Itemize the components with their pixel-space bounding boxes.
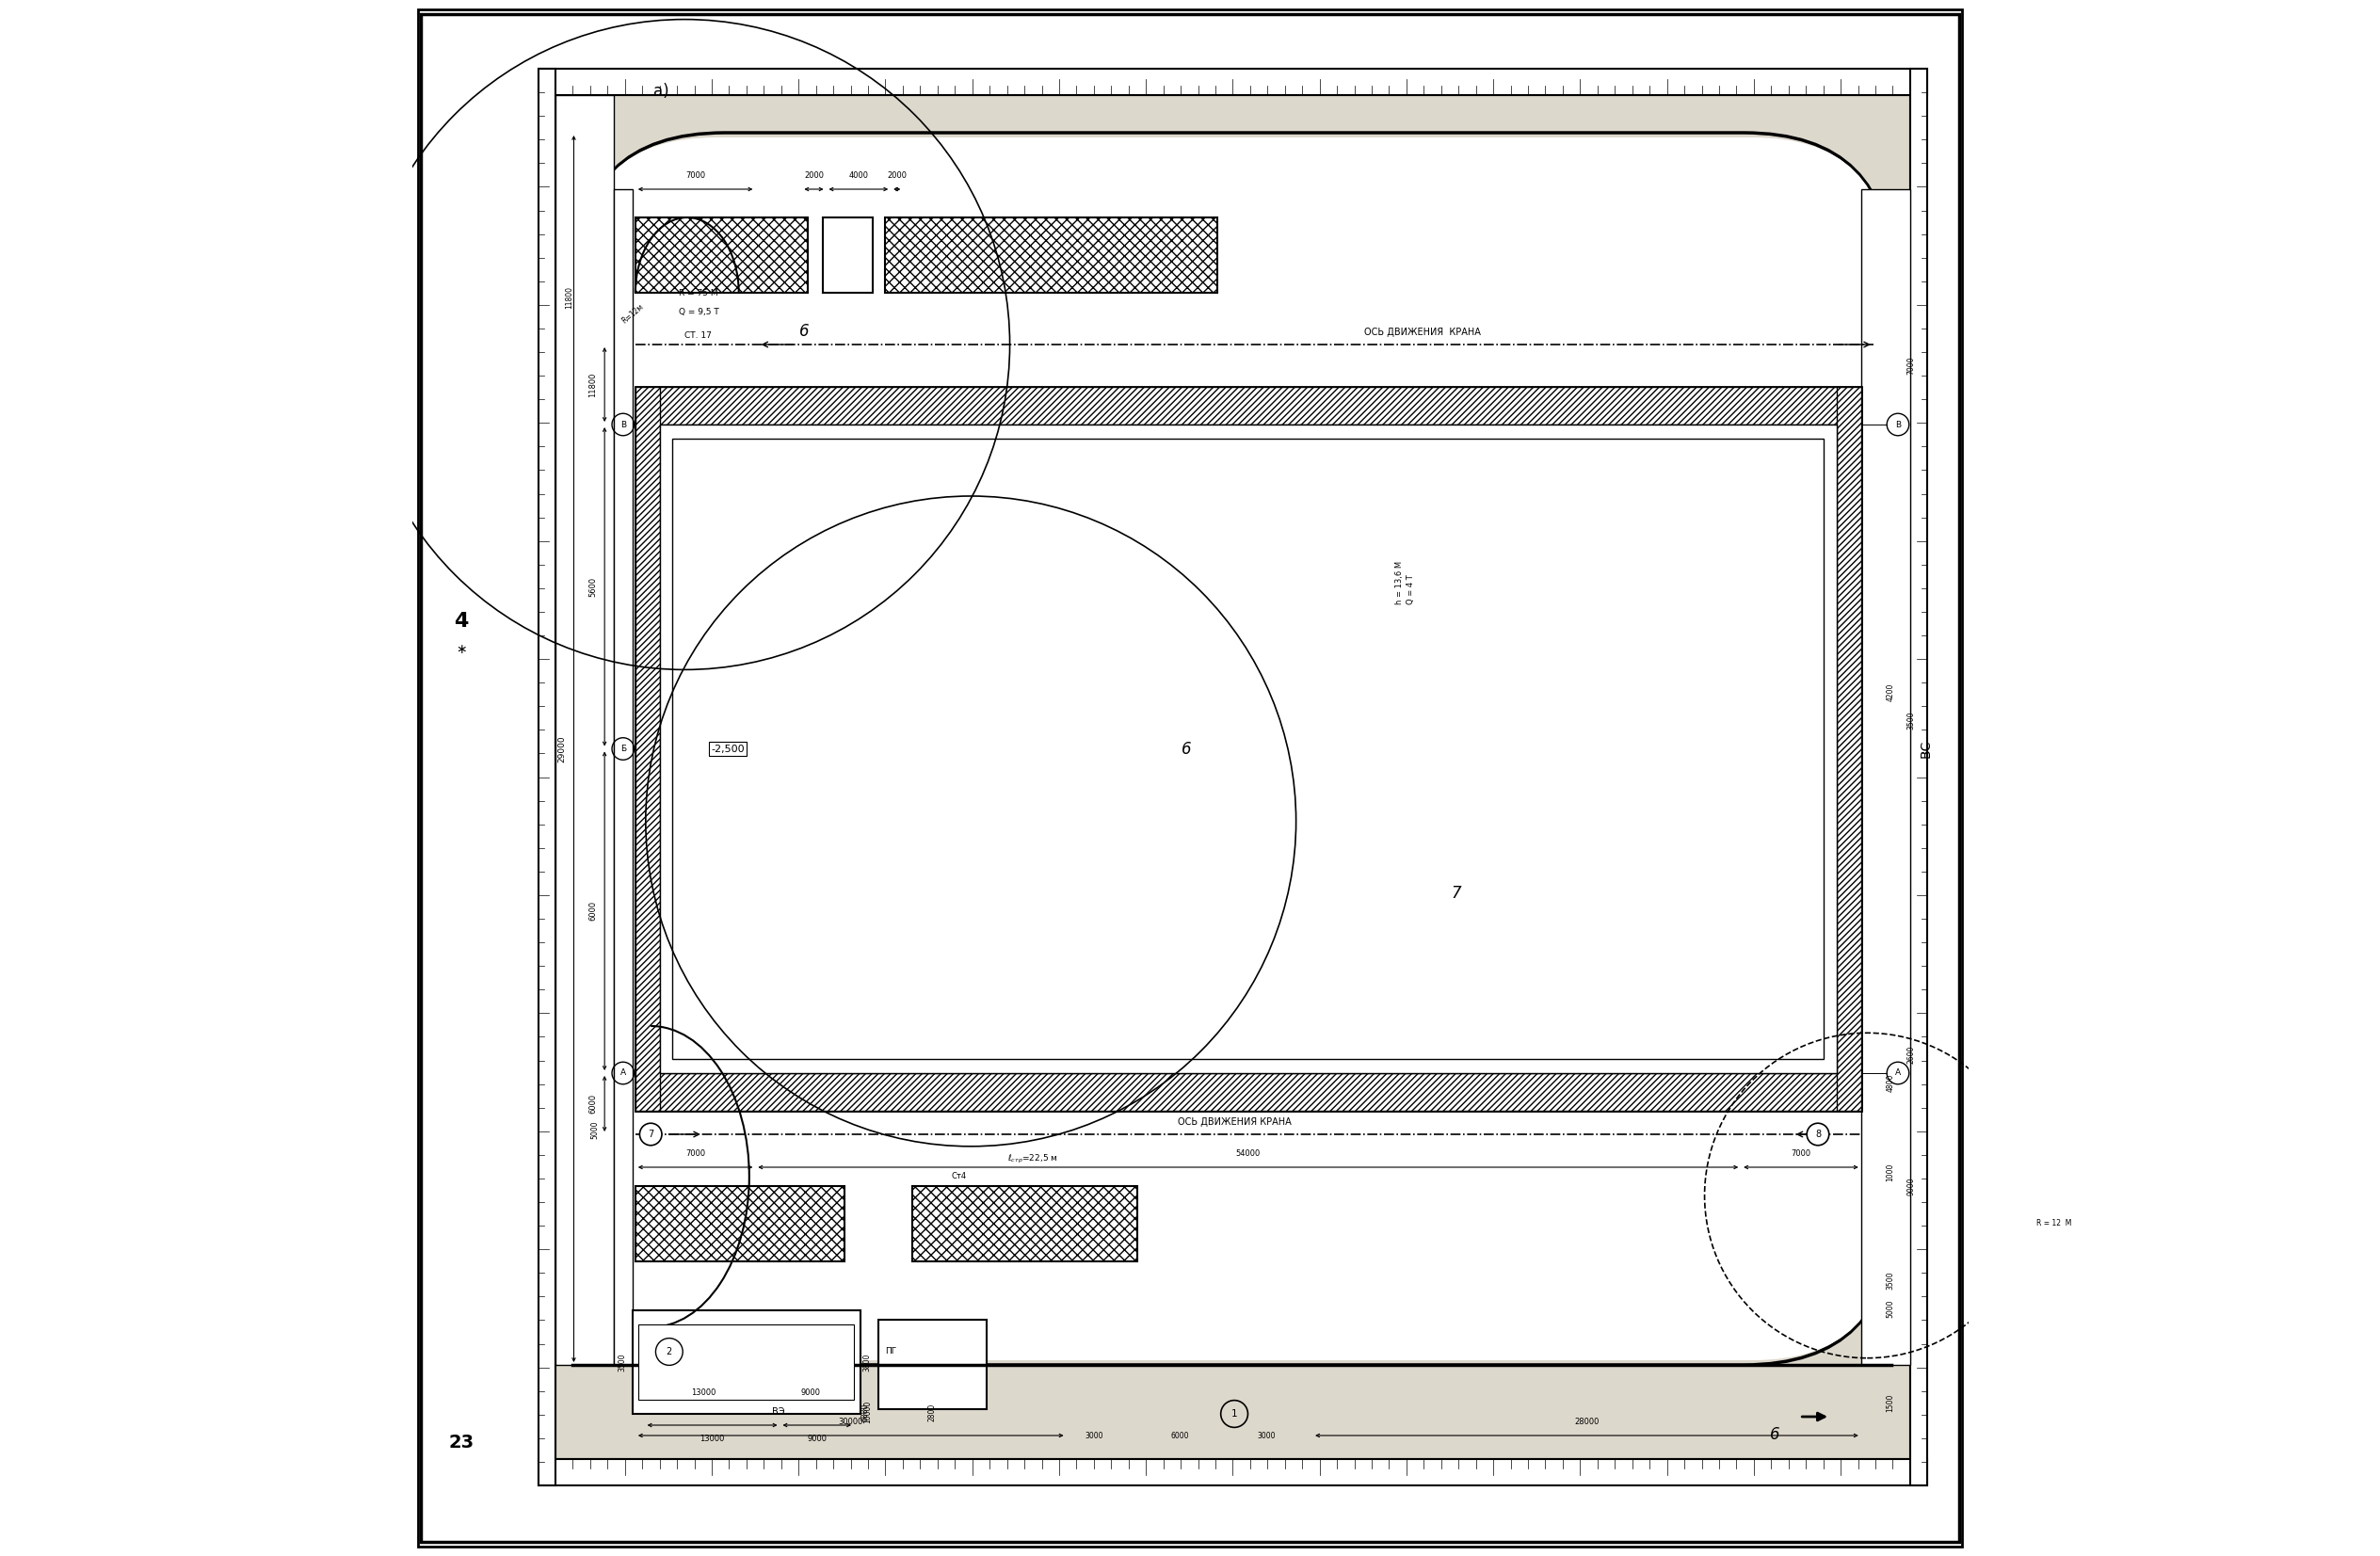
Bar bbox=[878, 1319, 985, 1410]
Text: 9000: 9000 bbox=[1906, 1176, 1916, 1195]
Text: 13000: 13000 bbox=[700, 1435, 726, 1442]
Text: ОСЬ ДВИЖЕНИЯ  КРАНА: ОСЬ ДВИЖЕНИЯ КРАНА bbox=[1364, 328, 1480, 338]
Text: 4200: 4200 bbox=[1887, 683, 1894, 702]
Text: R=12м: R=12м bbox=[619, 303, 645, 325]
Text: 5600: 5600 bbox=[588, 577, 597, 596]
Text: 3500: 3500 bbox=[1906, 711, 1916, 730]
Text: ВЭ: ВЭ bbox=[771, 1407, 785, 1416]
Text: 54000: 54000 bbox=[1235, 1150, 1261, 1158]
Text: 5000: 5000 bbox=[590, 1120, 600, 1139]
Text: 7: 7 bbox=[647, 1130, 655, 1139]
Bar bbox=[555, 95, 1911, 1460]
Text: В: В bbox=[621, 420, 626, 429]
Text: 11800: 11800 bbox=[588, 372, 597, 397]
Text: $\ell_{стр}$=22,5 м: $\ell_{стр}$=22,5 м bbox=[1007, 1153, 1059, 1165]
Bar bbox=[635, 387, 659, 1111]
Text: 3500: 3500 bbox=[1887, 1271, 1894, 1290]
Text: 6880: 6880 bbox=[862, 1404, 869, 1421]
Text: 3000: 3000 bbox=[1257, 1432, 1276, 1439]
Bar bbox=[638, 1324, 854, 1400]
Text: -2,500: -2,500 bbox=[712, 744, 745, 753]
Text: 30000: 30000 bbox=[838, 1418, 864, 1427]
Text: 6000: 6000 bbox=[588, 901, 597, 921]
Text: 2600: 2600 bbox=[1906, 1046, 1916, 1063]
Text: 2000: 2000 bbox=[888, 171, 907, 180]
Bar bbox=[635, 1186, 845, 1262]
Bar bbox=[823, 218, 873, 293]
Bar bbox=[885, 218, 1216, 293]
Bar bbox=[555, 95, 614, 1365]
Text: 7000: 7000 bbox=[1792, 1150, 1811, 1158]
Text: Q = 4 Т: Q = 4 Т bbox=[1407, 574, 1414, 604]
Text: ОСЬ ДВИЖЕНИЯ КРАНА: ОСЬ ДВИЖЕНИЯ КРАНА bbox=[1178, 1117, 1292, 1127]
Text: 9000: 9000 bbox=[802, 1388, 821, 1397]
Text: Q = 9,5 Т: Q = 9,5 Т bbox=[678, 308, 719, 316]
Text: 5000: 5000 bbox=[1887, 1299, 1894, 1318]
Text: 7: 7 bbox=[1452, 885, 1461, 902]
Text: Ст4: Ст4 bbox=[952, 1172, 966, 1181]
Text: 6: 6 bbox=[1183, 741, 1192, 758]
Text: 9000: 9000 bbox=[807, 1435, 826, 1442]
Text: 3500: 3500 bbox=[619, 1352, 626, 1371]
Text: ВС: ВС bbox=[1918, 739, 1933, 758]
Text: ∗: ∗ bbox=[455, 643, 466, 657]
Text: 6000: 6000 bbox=[1171, 1432, 1190, 1439]
Text: 3800: 3800 bbox=[864, 1354, 871, 1371]
Bar bbox=[635, 387, 1861, 1111]
Bar bbox=[635, 1074, 1861, 1111]
Text: 13000: 13000 bbox=[690, 1388, 716, 1397]
Text: 6: 6 bbox=[1771, 1427, 1780, 1442]
Text: 1: 1 bbox=[1230, 1410, 1238, 1419]
Text: СТ. 17: СТ. 17 bbox=[685, 331, 712, 339]
Bar bbox=[659, 425, 1837, 1074]
Bar bbox=[1911, 68, 1928, 1486]
Text: В: В bbox=[1894, 420, 1902, 429]
Text: 1000: 1000 bbox=[1887, 1162, 1894, 1181]
Bar bbox=[538, 68, 1928, 95]
Text: 2000: 2000 bbox=[804, 171, 823, 180]
Text: 7000: 7000 bbox=[1906, 356, 1916, 375]
Text: а): а) bbox=[655, 82, 669, 100]
Text: 7000: 7000 bbox=[685, 1150, 704, 1158]
Text: 11800: 11800 bbox=[566, 286, 574, 308]
Text: 1500: 1500 bbox=[1887, 1394, 1894, 1411]
Text: 29000: 29000 bbox=[557, 736, 566, 762]
FancyBboxPatch shape bbox=[576, 132, 1892, 1365]
Text: 4: 4 bbox=[455, 612, 469, 630]
Text: R = 75 М: R = 75 М bbox=[678, 289, 719, 297]
Text: 6: 6 bbox=[800, 324, 809, 339]
Text: 23: 23 bbox=[447, 1435, 474, 1452]
Bar bbox=[538, 1460, 1928, 1486]
Text: 2800: 2800 bbox=[928, 1404, 935, 1421]
Bar bbox=[538, 68, 555, 1486]
Bar bbox=[671, 439, 1823, 1060]
Bar bbox=[912, 1186, 1138, 1262]
Text: 4000: 4000 bbox=[850, 171, 869, 180]
Bar bbox=[635, 387, 1861, 425]
Text: Б: Б bbox=[621, 745, 626, 753]
Text: 7000: 7000 bbox=[685, 171, 704, 180]
Text: 10000: 10000 bbox=[864, 1400, 871, 1424]
Text: 2: 2 bbox=[666, 1347, 671, 1357]
Text: 3000: 3000 bbox=[1085, 1432, 1102, 1439]
Text: h = 13,6 М: h = 13,6 М bbox=[1395, 560, 1404, 604]
Bar bbox=[614, 190, 633, 1365]
Bar bbox=[633, 1310, 859, 1414]
Text: 4800: 4800 bbox=[1887, 1074, 1894, 1092]
Text: 6000: 6000 bbox=[588, 1094, 597, 1114]
Text: R = 12  М: R = 12 М bbox=[2035, 1220, 2071, 1228]
Text: 8: 8 bbox=[1816, 1130, 1821, 1139]
Text: А: А bbox=[1894, 1069, 1902, 1077]
Bar bbox=[1837, 387, 1861, 1111]
Bar bbox=[635, 218, 807, 293]
Bar bbox=[1861, 190, 1911, 1365]
Text: А: А bbox=[621, 1069, 626, 1077]
Text: 28000: 28000 bbox=[1573, 1418, 1599, 1427]
Circle shape bbox=[640, 1123, 662, 1145]
Circle shape bbox=[1806, 1123, 1828, 1145]
FancyBboxPatch shape bbox=[581, 137, 1890, 1360]
Text: ПГ: ПГ bbox=[885, 1347, 897, 1355]
